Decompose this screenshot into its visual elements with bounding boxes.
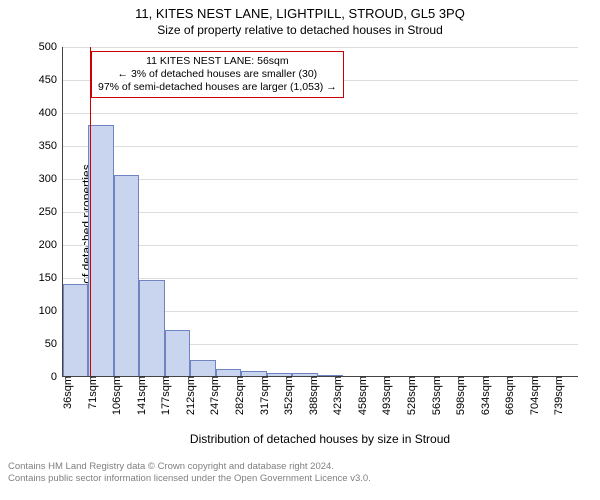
x-tick-label: 141sqm xyxy=(134,376,148,415)
x-tick-label: 739sqm xyxy=(551,376,565,415)
chart-area: Number of detached properties 11 KITES N… xyxy=(0,37,600,457)
x-tick-label: 458sqm xyxy=(355,376,369,415)
x-tick-label: 247sqm xyxy=(207,376,221,415)
x-tick-label: 106sqm xyxy=(109,376,123,415)
y-tick-label: 500 xyxy=(39,41,63,53)
x-tick-label: 423sqm xyxy=(330,376,344,415)
x-tick-label: 528sqm xyxy=(404,376,418,415)
title-line-2: Size of property relative to detached ho… xyxy=(0,23,600,37)
chart-titles: 11, KITES NEST LANE, LIGHTPILL, STROUD, … xyxy=(0,0,600,37)
x-tick-label: 36sqm xyxy=(60,376,74,409)
histogram-bar xyxy=(139,280,164,376)
histogram-bar xyxy=(292,373,317,376)
x-tick-label: 669sqm xyxy=(502,376,516,415)
y-tick-label: 100 xyxy=(39,305,63,317)
x-tick-label: 598sqm xyxy=(453,376,467,415)
x-tick-label: 177sqm xyxy=(158,376,172,415)
y-tick-label: 450 xyxy=(39,74,63,86)
y-tick-label: 200 xyxy=(39,239,63,251)
x-tick-label: 493sqm xyxy=(379,376,393,415)
y-tick-label: 150 xyxy=(39,272,63,284)
x-tick-label: 352sqm xyxy=(281,376,295,415)
y-tick-label: 250 xyxy=(39,206,63,218)
x-tick-label: 317sqm xyxy=(257,376,271,415)
annotation-line-1: 11 KITES NEST LANE: 56sqm xyxy=(98,55,337,68)
histogram-bar xyxy=(318,375,343,376)
x-tick-label: 634sqm xyxy=(478,376,492,415)
x-tick-label: 563sqm xyxy=(429,376,443,415)
histogram-bar xyxy=(216,369,241,376)
y-tick-label: 350 xyxy=(39,140,63,152)
footer-line-2: Contains public sector information licen… xyxy=(8,473,592,485)
y-tick-label: 300 xyxy=(39,173,63,185)
x-tick-label: 212sqm xyxy=(183,376,197,415)
histogram-bar xyxy=(114,175,139,376)
x-tick-label: 704sqm xyxy=(527,376,541,415)
plot-region: 11 KITES NEST LANE: 56sqm ← 3% of detach… xyxy=(62,47,578,377)
x-tick-label: 388sqm xyxy=(306,376,320,415)
title-line-1: 11, KITES NEST LANE, LIGHTPILL, STROUD, … xyxy=(0,6,600,21)
x-tick-label: 71sqm xyxy=(85,376,99,409)
histogram-bar xyxy=(190,360,215,377)
histogram-bar xyxy=(63,284,88,376)
histogram-bar xyxy=(165,330,190,376)
y-tick-label: 50 xyxy=(45,338,63,350)
annotation-line-2: ← 3% of detached houses are smaller (30) xyxy=(98,68,337,81)
x-tick-label: 282sqm xyxy=(232,376,246,415)
annotation-box: 11 KITES NEST LANE: 56sqm ← 3% of detach… xyxy=(91,51,344,98)
y-tick-label: 400 xyxy=(39,107,63,119)
histogram-bar xyxy=(241,371,266,376)
footer-attribution: Contains HM Land Registry data © Crown c… xyxy=(0,457,600,485)
x-axis-label: Distribution of detached houses by size … xyxy=(62,432,578,446)
histogram-bar xyxy=(88,125,113,376)
annotation-line-3: 97% of semi-detached houses are larger (… xyxy=(98,81,337,94)
histogram-bar xyxy=(267,373,292,376)
footer-line-1: Contains HM Land Registry data © Crown c… xyxy=(8,461,592,473)
